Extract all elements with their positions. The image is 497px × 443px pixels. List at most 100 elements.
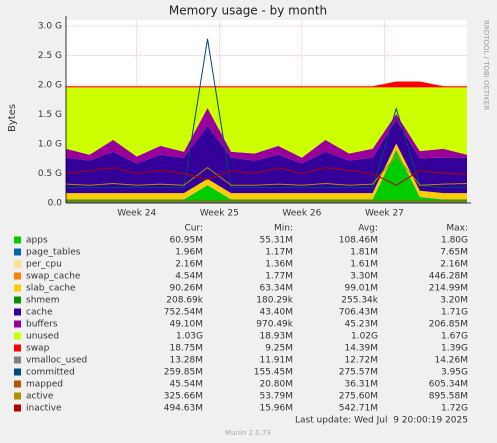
area [66,143,467,199]
legend-stat: 275.57M [339,368,378,378]
legend-stat: 60.95M [169,236,203,246]
legend-stat: 3.30M [350,272,378,282]
legend-label: shmem [26,296,59,306]
legend-stat: 11.91M [259,356,293,366]
legend-label: active [26,392,54,402]
legend-stat: 1.02G [351,332,378,342]
legend-stat: 2.16M [440,260,468,270]
legend-label: inactive [26,404,62,414]
plot [65,38,468,203]
legend-stat: 1.96M [175,248,203,258]
legend-stat: 3.95G [441,368,468,378]
legend-stat: 45.54M [169,380,203,390]
line [65,154,468,186]
legend-label: vmalloc_used [26,356,87,366]
legend-swatch [14,308,21,316]
chart-title: Memory usage - by month [169,4,327,18]
line [66,38,467,189]
legend-stat: 53.79M [259,392,293,402]
legend-label: swap_cache [26,272,81,282]
last-update: Last update: Wed Jul 9 20:00:19 2025 [295,416,468,426]
legend-stat: 1.77M [265,272,293,282]
legend-label: buffers [26,320,58,330]
legend-stat: 13.28M [169,356,203,366]
legend-stat: 36.31M [344,380,378,390]
legend-stat: 20.80M [259,380,293,390]
x-tick-label: Week 27 [365,209,404,219]
area [66,119,467,194]
legend-label: cache [26,308,53,318]
legend-stat: 542.71M [339,404,378,414]
legend-stat: 7.65M [440,248,468,258]
x-tick-label: Week 26 [282,209,321,219]
legend-label: unused [26,332,59,342]
legend-column-header: Max: [446,224,468,234]
legend-stat: 18.75M [169,344,203,354]
legend-stat: 99.01M [344,284,378,294]
y-tick-label: 2.0 G [38,80,62,90]
legend-stat: 494.63M [164,404,203,414]
legend-stat: 18.93M [259,332,293,342]
legend-stat: 275.60M [339,392,378,402]
legend-stat: 63.34M [259,284,293,294]
legend-stat: 55.31M [259,236,293,246]
legend-stat: 180.29k [256,296,293,306]
legend-stat: 1.17M [265,248,293,258]
y-tick-label: 2.5 G [38,51,62,61]
legend-stat: 706.43M [339,308,378,318]
legend-swatch [14,332,21,340]
y-tick-label: 0.0 [48,199,63,209]
x-tick-label: Week 24 [117,209,156,219]
legend-stat: 3.20M [440,296,468,306]
y-tick-label: 0.5 G [38,169,62,179]
legend-swatch [14,344,21,352]
line [65,167,468,186]
legend-stat: 752.54M [164,308,203,318]
area [66,81,467,88]
legend-swatch [14,404,21,412]
legend-label: page_tables [26,248,81,258]
y-tick-label: 1.0 G [38,139,62,149]
legend-stat: 1.81M [350,248,378,258]
legend-label: apps [26,236,48,246]
legend-stat: 14.26M [434,356,468,366]
legend-stat: 90.26M [169,284,203,294]
legend-stat: 1.36M [265,260,293,270]
legend-stat: 446.28M [429,272,468,282]
legend-stat: 14.39M [344,344,378,354]
legend-label: slab_cache [26,284,76,294]
legend-stat: 155.45M [254,368,293,378]
legend-swatch [14,284,21,292]
y-tick-label: 3.0 G [38,21,62,31]
credit: Munin 2.0.73 [225,429,271,437]
area [66,87,467,158]
x-tick-label: Week 25 [200,209,239,219]
watermark: RRDTOOL / TOBI OETIKER [482,20,490,110]
legend-stat: 970.49k [256,320,293,330]
legend-stat: 1.03G [176,332,203,342]
legend-stat: 1.39G [441,344,468,354]
area [66,149,467,203]
y-tick-label: 1.5 G [38,110,62,120]
legend-stat: 108.46M [339,236,378,246]
legend-stat: 1.61M [350,260,378,270]
legend-swatch [14,260,21,268]
legend-stat: 208.69k [166,296,203,306]
legend-swatch [14,380,21,388]
legend-swatch [14,356,21,364]
legend-label: per_cpu [26,260,62,270]
legend-label: swap [26,344,50,354]
legend-swatch [14,320,21,328]
legend-swatch [14,392,21,400]
legend-stat: 1.67G [441,332,468,342]
legend-swatch [14,368,21,376]
legend-stat: 325.66M [164,392,203,402]
axes: 0.0 0.5 G 1.0 G 1.5 G 2.0 G 2.5 G 3.0 G Week 24… [38,16,471,219]
legend-stat: 9.25M [265,344,293,354]
legend-label: committed [26,368,75,378]
legend-swatch [14,272,21,280]
legend-stat: 255.34k [341,296,378,306]
legend-stat: 45.23M [344,320,378,330]
legend-stat: 605.34M [429,380,468,390]
legend-column-header: Min: [274,224,293,234]
